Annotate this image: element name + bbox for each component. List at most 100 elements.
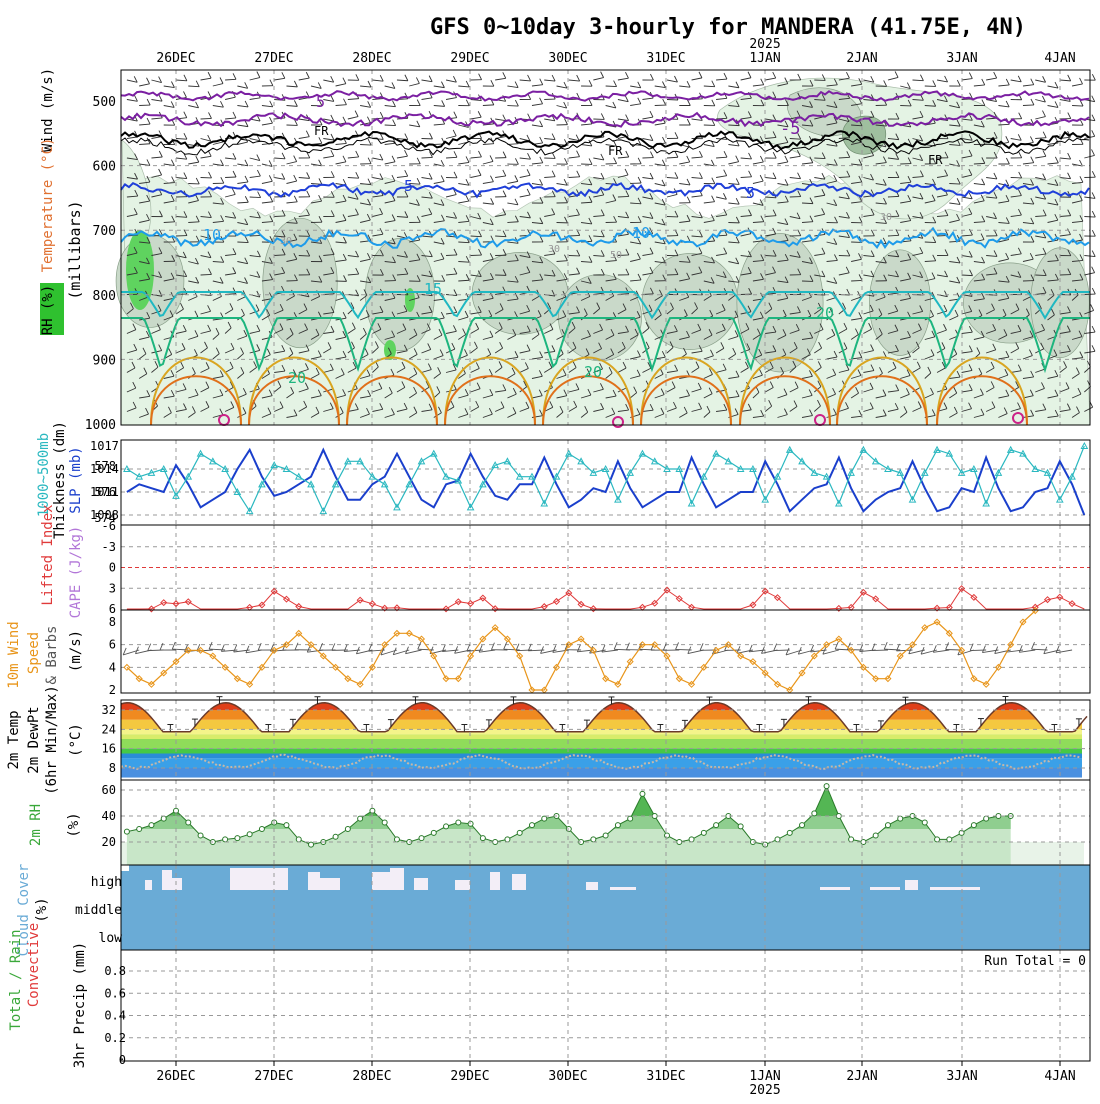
wind-barb-10m-feather (172, 642, 175, 649)
wind-barb (1023, 105, 1034, 106)
rh2m-point (689, 837, 694, 842)
wind-barb (851, 280, 862, 281)
top-day-label: 29DEC (450, 51, 489, 66)
wind-barb-10m-feather (553, 645, 556, 652)
wind-barb (618, 196, 629, 197)
precip-tick: 0 (119, 1053, 126, 1067)
wind-barb (299, 256, 310, 257)
rh2m-point (836, 814, 841, 819)
rh2m-point (824, 784, 829, 789)
rh2m-point (971, 823, 976, 828)
rh-area (127, 786, 1011, 865)
wind-barb-10m-feather (676, 642, 679, 649)
precip-panel-frame (121, 950, 1090, 1061)
wind-tick: 6 (109, 638, 116, 652)
thickness-line (127, 446, 1084, 511)
rh2m-point (186, 820, 191, 825)
thickness-point (1081, 443, 1087, 449)
bottom-day-label: 1JAN (749, 1069, 780, 1084)
li-tick: -6 (102, 519, 116, 533)
wind-barb-10m-feather (418, 642, 421, 649)
temp-tick: 8 (109, 761, 116, 775)
wind-barb-10m-feather (626, 643, 629, 650)
cloud-level-low: low (99, 931, 123, 946)
upper-y-tick: 500 (93, 95, 116, 110)
cloud-clear-gap (490, 872, 500, 890)
top-day-label: 30DEC (548, 51, 587, 66)
wind-barb-feather (1092, 211, 1095, 217)
wind-barb-10m-feather (234, 645, 237, 652)
wind-barb-10m-feather (774, 644, 777, 651)
wind-barb-10m-feather (884, 642, 887, 649)
top-day-label: 26DEC (156, 51, 195, 66)
rh2m-point (444, 824, 449, 829)
cloud-clear-gap (372, 872, 390, 890)
bottom-day-label: 31DEC (646, 1069, 685, 1084)
cloud-clear-gap (172, 878, 182, 890)
cloud-clear-gap (870, 887, 900, 890)
bottom-day-label: 28DEC (352, 1069, 391, 1084)
wind-barb (446, 255, 457, 256)
rh2m-point (566, 827, 571, 832)
top-year-label: 2025 (749, 37, 780, 52)
wind-barb (802, 203, 813, 204)
bottom-day-label: 30DEC (548, 1069, 587, 1084)
li-tick: 6 (109, 602, 116, 616)
wind-barb (925, 242, 936, 243)
wind-barb (974, 163, 985, 164)
wind-barb (274, 216, 285, 217)
rh2m-point (787, 830, 792, 835)
contour-label: 20 (816, 304, 834, 322)
cloud-clear-gap (414, 878, 428, 890)
wind-barb (250, 197, 261, 198)
temp-tick: 32 (102, 703, 116, 717)
wind-barb-feather (1092, 74, 1095, 80)
rh2m-point (800, 823, 805, 828)
wind-barb-10m-feather (479, 645, 482, 652)
wind-ylabel2: Speed (26, 632, 42, 674)
wind-barb (237, 242, 248, 243)
wind-barb-10m-feather (1019, 645, 1022, 652)
wind-barb-10m-feather (491, 643, 494, 650)
rh2m-point (898, 816, 903, 821)
wind-ylabel-unit: (m/s) (68, 630, 84, 672)
wind-barb-10m-feather (614, 642, 617, 649)
rh2m-point (124, 829, 129, 834)
wind-barb (667, 100, 678, 101)
temp-band (121, 720, 1082, 730)
rh2m-point (505, 837, 510, 842)
contour-label: 10 (632, 224, 650, 242)
rh2m-point (603, 833, 608, 838)
cloud-ylabel-unit: (%) (34, 897, 50, 922)
wind-barb (483, 105, 494, 106)
rh2m-point (885, 823, 890, 828)
wind-tick: 4 (109, 660, 116, 674)
wind-barb (385, 125, 396, 126)
bottom-day-label: 26DEC (156, 1069, 195, 1084)
wind-barb (606, 86, 617, 87)
rh-contour-label: 30 (280, 236, 292, 247)
wind-barb-10m (541, 650, 557, 653)
wind-barb (1035, 275, 1046, 276)
wind-barb-feather (1092, 192, 1095, 198)
slp-line (127, 450, 1084, 515)
top-day-label: 28DEC (352, 51, 391, 66)
precip-tick: 0.6 (104, 986, 126, 1000)
rh2m-point (935, 837, 940, 842)
upper-ylabel-unit: (millibars) (66, 200, 84, 299)
wind-barb-10m-feather (258, 643, 261, 650)
precip-tick: 0.8 (104, 964, 126, 978)
rh2m-point (431, 830, 436, 835)
wind-barb-10m-feather (946, 642, 949, 649)
wind-barb (814, 158, 825, 159)
contour-label: 10 (203, 226, 221, 244)
wind-barb (274, 255, 285, 256)
wind-barb (507, 106, 518, 107)
cloud-clear-gap (390, 868, 404, 890)
rh-contour-label: 30 (880, 212, 892, 223)
rh2m-point (812, 811, 817, 816)
wind-barb (422, 157, 433, 158)
top-day-label: 4JAN (1044, 51, 1075, 66)
wind-barb-10m-feather (933, 645, 936, 652)
cloud-clear-gap (905, 880, 918, 890)
